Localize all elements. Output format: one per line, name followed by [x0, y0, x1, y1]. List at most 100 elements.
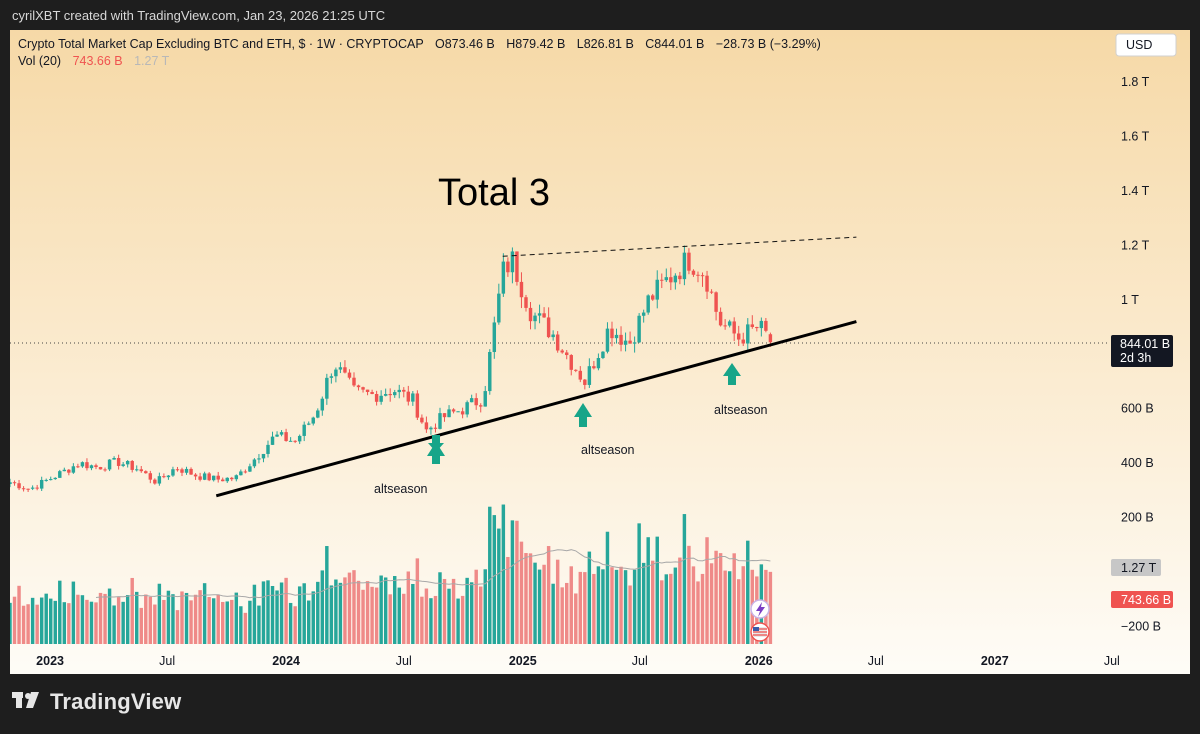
candle-body: [103, 469, 107, 471]
candle-body: [641, 312, 646, 316]
volume-bar: [700, 573, 705, 644]
volume-bar: [184, 592, 189, 644]
price-chart[interactable]: 1.8 T 1.6 T 1.4 T 1.2 T 1 T 600 B 400 B 200 B −2…: [10, 30, 1190, 674]
candle-body: [361, 387, 365, 390]
volume-bar: [515, 520, 519, 644]
candle-body: [53, 477, 57, 480]
y-tick-label: 1.8 T: [1121, 75, 1150, 89]
candle-body: [682, 252, 687, 280]
volume-bar: [189, 600, 193, 644]
candle-body: [189, 468, 193, 475]
volume-bar: [297, 586, 302, 644]
volume-bar: [221, 601, 225, 644]
candle-body: [610, 328, 614, 339]
volume-bar: [230, 599, 234, 644]
candle-body: [307, 423, 311, 425]
volume-bar: [325, 546, 329, 644]
volume-bar: [483, 569, 487, 644]
volume-bar: [361, 589, 365, 644]
volume-bar: [26, 604, 30, 644]
candle-body: [270, 436, 275, 445]
x-tick-label: Jul: [396, 654, 412, 668]
volume-bar: [528, 553, 533, 644]
volume-bar: [646, 537, 650, 644]
volume-bar: [560, 587, 564, 644]
candle-body: [35, 487, 39, 489]
candle-body: [293, 440, 297, 442]
candle-body: [302, 424, 306, 436]
candle-body: [12, 482, 17, 484]
volume-bar: [284, 577, 288, 644]
candle-body: [646, 295, 650, 313]
x-axis: 2023 Jul 2024 Jul 2025 Jul 2026 Jul 2027 Jul: [36, 654, 1120, 668]
attribution-text: cyrilXBT created with TradingView.com, J…: [12, 8, 386, 23]
candle-body: [98, 467, 103, 470]
volume-bar: [130, 577, 134, 644]
volume-bar: [211, 598, 216, 644]
volume-bar: [94, 602, 98, 644]
candle-body: [58, 471, 62, 478]
candle-body: [243, 471, 248, 473]
candle-body: [352, 377, 356, 386]
candle-body: [433, 427, 438, 429]
volume-tag: [1111, 591, 1173, 608]
volume-bar: [216, 594, 220, 644]
open-value: 873.46 B: [445, 37, 495, 51]
candle-body: [691, 270, 696, 275]
volume-bar: [537, 569, 542, 644]
candle-body: [334, 369, 338, 377]
volume-bar: [682, 514, 687, 644]
volume-bar: [406, 571, 411, 644]
volume-bar: [383, 577, 388, 644]
volume-ma-line: [95, 549, 771, 599]
volume-bar: [193, 594, 198, 644]
altseason-marker-2: [574, 403, 592, 427]
up-arrow-icon: [723, 363, 741, 385]
volume-bar: [546, 546, 551, 644]
volume-bar: [334, 579, 338, 644]
volume-bar: [121, 601, 125, 644]
volume-bar: [433, 595, 438, 644]
volume-bar: [103, 593, 107, 644]
volume-bar: [420, 596, 424, 644]
candle-body: [171, 469, 175, 476]
volume-bar: [578, 571, 583, 644]
volume-bar: [202, 583, 207, 644]
us-flag-event-icon[interactable]: [750, 622, 770, 642]
candle-body: [180, 469, 184, 473]
volume-bar: [162, 599, 166, 644]
volume-bar: [415, 558, 420, 644]
candle-body: [297, 435, 302, 442]
volume-bar: [479, 586, 483, 644]
volume-bar: [614, 569, 619, 644]
candle-body: [80, 462, 85, 467]
candle-body: [393, 392, 397, 396]
volume-bar: [768, 571, 773, 644]
flash-event-icon[interactable]: [750, 599, 770, 619]
volume-bar: [343, 577, 347, 644]
volume-ma-tag-value: 1.27 T: [1121, 561, 1157, 575]
candle-body: [329, 376, 334, 378]
candle-body: [130, 461, 134, 470]
candle-body: [216, 475, 220, 480]
candle-body: [736, 333, 741, 340]
volume-bar: [402, 593, 406, 644]
candle-body: [175, 469, 180, 471]
candle-body: [515, 251, 519, 282]
candle-body: [519, 281, 524, 298]
volume-bar: [651, 560, 655, 644]
volume-bar: [542, 564, 546, 644]
volume-bar: [180, 591, 184, 644]
attribution-bar: cyrilXBT created with TradingView.com, J…: [0, 0, 1200, 30]
candle-body: [759, 320, 764, 329]
volume-bar: [288, 602, 293, 644]
currency-button[interactable]: [1115, 33, 1177, 57]
tradingview-brand[interactable]: TradingView: [50, 689, 182, 714]
chart-frame[interactable]: 1.8 T 1.6 T 1.4 T 1.2 T 1 T 600 B 400 B 200 B −2…: [10, 30, 1190, 674]
volume-bar: [705, 537, 709, 644]
support-trendline[interactable]: [215, 320, 857, 498]
volume-bar: [696, 581, 700, 644]
candle-body: [311, 417, 315, 424]
volume-bar: [687, 545, 691, 644]
volume-bar: [302, 583, 306, 644]
